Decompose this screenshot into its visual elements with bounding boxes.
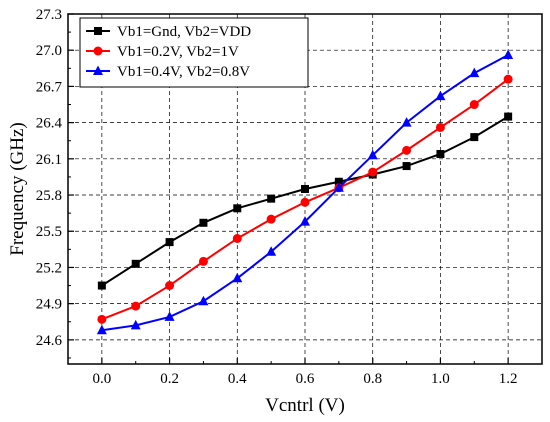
data-point — [402, 162, 411, 171]
legend-item: Vb1=0.4V, Vb2=0.8V — [86, 64, 250, 80]
data-point — [131, 301, 141, 311]
data-point — [97, 314, 107, 324]
data-point — [96, 324, 107, 335]
legend-item: Vb1=0.2V, Vb2=1V — [86, 44, 239, 60]
x-tick-label: 0.2 — [160, 371, 179, 387]
data-point — [504, 112, 513, 121]
data-point — [469, 100, 479, 110]
data-point — [435, 90, 446, 101]
y-tick-label: 24.9 — [36, 297, 62, 313]
legend-marker — [94, 27, 102, 35]
x-tick-label: 0.6 — [296, 371, 315, 387]
y-tick-label: 27.3 — [36, 7, 62, 23]
legend-item: Vb1=Gnd, Vb2=VDD — [86, 24, 251, 40]
data-point — [503, 49, 514, 60]
data-point — [165, 238, 174, 247]
data-point — [232, 272, 243, 283]
axis-ticks: 0.0 0.2 0.4 0.6 0.8 1.0 1.2 24.6 24.9 25.2 25.5 25.… — [36, 7, 518, 387]
legend-marker — [93, 46, 103, 56]
x-tick-label: 1.2 — [499, 371, 518, 387]
y-tick-label: 25.2 — [36, 260, 62, 276]
y-tick-label: 26.7 — [36, 79, 63, 95]
legend-label: Vb1=0.2V, Vb2=1V — [117, 44, 239, 60]
data-point — [267, 194, 276, 203]
data-point — [470, 133, 479, 142]
data-point — [368, 167, 378, 177]
x-tick-label: 0.4 — [228, 371, 247, 387]
data-point — [300, 197, 310, 207]
x-tick-label: 0.8 — [363, 371, 382, 387]
legend-marker — [93, 65, 103, 75]
data-point — [97, 281, 106, 290]
y-tick-label: 25.8 — [36, 188, 62, 204]
data-point — [402, 145, 412, 155]
x-axis-title: Vcntrl (V) — [265, 395, 345, 416]
data-point — [435, 122, 445, 132]
y-tick-label: 26.4 — [36, 116, 63, 132]
y-tick-label: 26.1 — [36, 152, 62, 168]
legend-box — [79, 17, 309, 88]
legend-label: Vb1=0.4V, Vb2=0.8V — [117, 64, 250, 80]
data-point — [232, 233, 242, 243]
data-point — [334, 177, 343, 186]
series-triangle — [96, 49, 514, 335]
y-axis-title: Frequency (GHz) — [7, 122, 28, 255]
data-point — [367, 149, 378, 160]
y-tick-label: 25.5 — [36, 224, 62, 240]
data-point — [301, 185, 309, 193]
series-circle — [97, 74, 513, 324]
data-point — [131, 259, 140, 268]
legend-label: Vb1=Gnd, Vb2=VDD — [117, 24, 251, 40]
data-point — [165, 281, 175, 291]
x-tick-label: 0.0 — [92, 371, 111, 387]
series-group — [96, 49, 514, 335]
data-point — [198, 295, 209, 306]
data-point — [436, 150, 445, 158]
data-point — [130, 319, 141, 330]
y-tick-label: 27.0 — [36, 43, 62, 59]
data-point — [503, 74, 513, 84]
data-point — [266, 214, 276, 224]
x-tick-label: 1.0 — [431, 371, 450, 387]
legend: Vb1=Gnd, Vb2=VDD Vb1=0.2V, Vb2=1V Vb1=0.4V… — [79, 17, 309, 88]
data-point — [333, 182, 344, 192]
data-point — [198, 256, 208, 266]
data-point — [401, 117, 412, 127]
data-point — [164, 311, 175, 321]
data-point — [300, 216, 310, 226]
data-point — [469, 67, 480, 78]
data-point — [266, 246, 277, 256]
data-point — [233, 204, 242, 213]
data-point — [199, 218, 208, 227]
legend-items: Vb1=Gnd, Vb2=VDD Vb1=0.2V, Vb2=1V Vb1=0.4V… — [86, 24, 251, 80]
y-tick-label: 24.6 — [36, 333, 63, 349]
